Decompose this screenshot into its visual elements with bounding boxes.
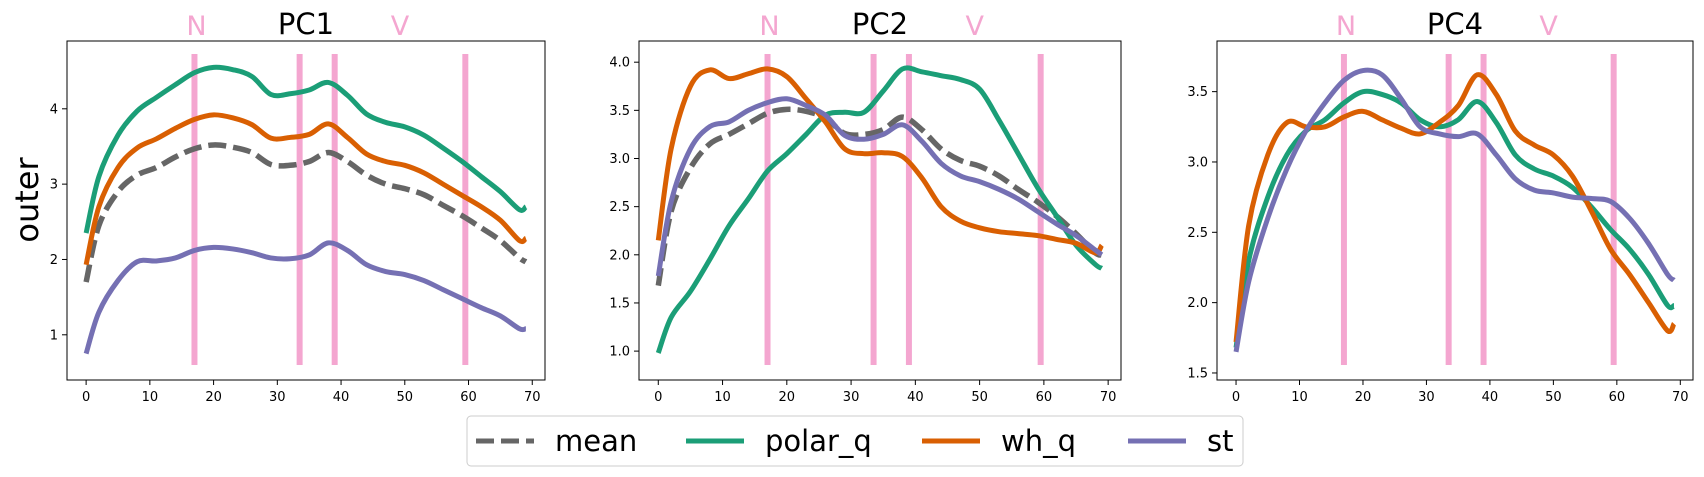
x-tick-label: 60 bbox=[1036, 390, 1053, 405]
axes-frame bbox=[66, 40, 546, 381]
panel-pc1: 0 10 20 30 40 50 60 70 1 2 3 4 PC1 N V bbox=[50, 7, 546, 405]
panel-pc4: 0 10 20 30 40 50 60 70 1.5 2.0 2.5 3.0 3.5 PC4 N V bbox=[1187, 7, 1694, 405]
y-tick-label: 4 bbox=[50, 102, 58, 117]
chart-title: PC2 bbox=[852, 7, 908, 41]
x-tick-label: 50 bbox=[397, 390, 414, 405]
x-tick-label: 30 bbox=[843, 390, 860, 405]
marker-label-n: N bbox=[759, 11, 779, 42]
series-line-st bbox=[1233, 67, 1676, 353]
y-tick-label: 2.0 bbox=[1187, 296, 1208, 311]
series-line-wh-q bbox=[655, 66, 1104, 256]
y-tick-label: 3 bbox=[50, 178, 58, 193]
y-tick-label: 1.5 bbox=[1187, 366, 1208, 381]
x-tick-label: 40 bbox=[907, 390, 924, 405]
marker-label-v: V bbox=[1539, 11, 1558, 42]
series-line-polar-q bbox=[83, 64, 528, 234]
x-tick-label: 20 bbox=[779, 390, 796, 405]
y-tick-label: 3.0 bbox=[609, 152, 630, 167]
axes-frame bbox=[638, 40, 1122, 381]
legend-label-st: st bbox=[1207, 424, 1233, 458]
x-tick-label: 0 bbox=[1232, 390, 1240, 405]
axes-frame bbox=[1216, 40, 1694, 381]
x-tick-label: 40 bbox=[1482, 390, 1499, 405]
panel-pc2: 0 10 20 30 40 50 60 70 1.0 1.5 2.0 2.5 3.0 3.5 4.0 PC2 N… bbox=[609, 7, 1122, 405]
x-tick-label: 20 bbox=[1355, 390, 1372, 405]
y-tick-label: 3.5 bbox=[1187, 85, 1208, 100]
x-tick-label: 0 bbox=[654, 390, 662, 405]
y-tick-label: 2.0 bbox=[609, 248, 630, 263]
legend-label-wh-q: wh_q bbox=[1001, 424, 1076, 458]
marker-label-v: V bbox=[391, 11, 410, 42]
legend: mean polar_q wh_q st bbox=[466, 415, 1244, 467]
x-tick-label: 40 bbox=[333, 390, 350, 405]
y-tick-label: 2.5 bbox=[1187, 226, 1208, 241]
legend-box bbox=[466, 415, 1244, 467]
series-line-mean bbox=[655, 106, 1103, 287]
y-tick-label: 4.0 bbox=[609, 56, 630, 71]
chart-title: PC4 bbox=[1427, 7, 1483, 41]
y-tick-label: 3.5 bbox=[609, 104, 630, 119]
series-line-st bbox=[655, 96, 1104, 277]
x-tick-label: 30 bbox=[269, 390, 286, 405]
x-tick-label: 30 bbox=[1418, 390, 1435, 405]
y-tick-label: 2.5 bbox=[609, 200, 630, 215]
series-line-mean bbox=[83, 142, 528, 283]
x-tick-label: 10 bbox=[142, 390, 159, 405]
series-line-polar-q bbox=[655, 65, 1104, 354]
marker-label-n: N bbox=[186, 11, 206, 42]
x-tick-label: 60 bbox=[460, 390, 477, 405]
x-tick-label: 50 bbox=[971, 390, 988, 405]
x-tick-label: 60 bbox=[1609, 390, 1626, 405]
x-tick-label: 10 bbox=[1291, 390, 1308, 405]
series-line-st bbox=[83, 240, 527, 355]
series-line-polar-q bbox=[1233, 88, 1676, 349]
x-tick-label: 70 bbox=[1100, 390, 1117, 405]
y-axis-label: outer bbox=[8, 157, 46, 243]
x-tick-label: 70 bbox=[1672, 390, 1689, 405]
x-tick-label: 70 bbox=[524, 390, 541, 405]
x-tick-label: 50 bbox=[1545, 390, 1562, 405]
legend-label-mean: mean bbox=[555, 424, 637, 458]
x-tick-label: 20 bbox=[205, 390, 222, 405]
series-line-wh-q bbox=[1233, 72, 1677, 343]
marker-label-n: N bbox=[1336, 11, 1356, 42]
y-tick-label: 1.0 bbox=[609, 345, 630, 360]
x-tick-label: 0 bbox=[82, 390, 90, 405]
y-tick-label: 2 bbox=[50, 253, 58, 268]
series-line-wh-q bbox=[83, 112, 528, 266]
legend-label-polar-q: polar_q bbox=[765, 424, 872, 458]
y-tick-label: 1 bbox=[50, 328, 58, 343]
y-tick-label: 3.0 bbox=[1187, 155, 1208, 170]
marker-label-v: V bbox=[966, 11, 985, 42]
x-tick-label: 10 bbox=[714, 390, 731, 405]
chart-title: PC1 bbox=[278, 7, 334, 41]
y-tick-label: 1.5 bbox=[609, 296, 630, 311]
